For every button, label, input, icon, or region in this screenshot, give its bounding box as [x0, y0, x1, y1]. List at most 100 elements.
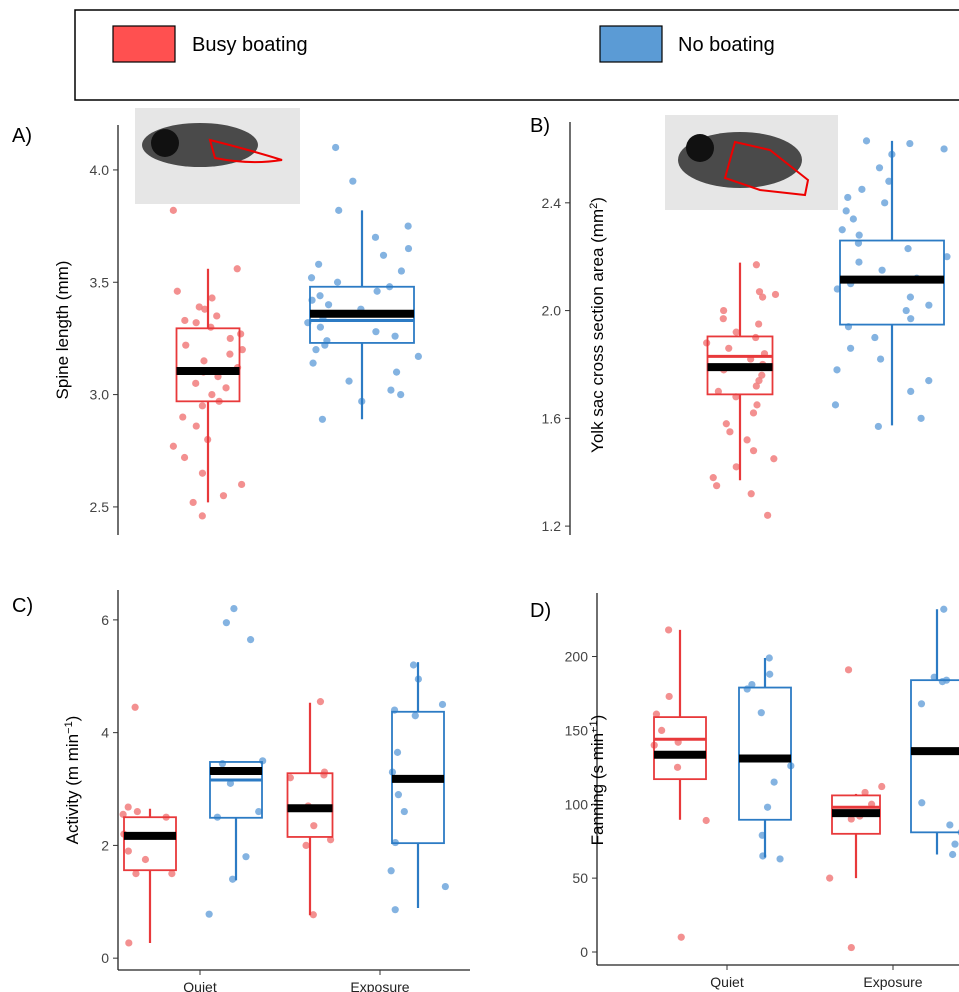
y-axis-label-part: ) — [588, 715, 607, 721]
data-point — [771, 290, 780, 299]
y-tick-label: 200 — [565, 649, 589, 665]
data-point — [169, 206, 177, 214]
y-axis-label: Activity (m min−1) — [63, 716, 82, 845]
data-point — [387, 867, 395, 875]
y-tick-label: 0 — [580, 944, 588, 960]
data-point — [878, 782, 886, 791]
legend-label: Busy boating — [192, 34, 308, 56]
data-point — [847, 943, 855, 952]
data-point — [949, 850, 957, 859]
data-point — [878, 266, 886, 274]
data-point — [379, 251, 388, 259]
data-point — [765, 654, 773, 662]
data-point — [747, 490, 755, 498]
y-axis-label: Yolk sac cross section area (mm2) — [588, 197, 607, 453]
data-point — [677, 933, 685, 941]
data-point — [862, 137, 871, 145]
fish-image-b — [665, 115, 838, 210]
data-point — [213, 312, 221, 320]
data-point — [743, 685, 751, 693]
data-point — [438, 700, 447, 709]
data-point — [940, 605, 948, 613]
data-point — [763, 803, 772, 811]
data-point — [725, 344, 733, 352]
data-point — [333, 278, 342, 286]
data-point — [441, 882, 449, 891]
data-point — [904, 245, 912, 253]
y-axis-label: Fanning (s min−1) — [588, 715, 607, 846]
data-point — [871, 333, 879, 342]
data-point — [826, 874, 834, 882]
fish-image-a — [135, 108, 300, 204]
box — [209, 761, 263, 819]
data-point — [918, 799, 926, 807]
data-point — [838, 226, 846, 234]
data-point — [119, 810, 127, 818]
data-point — [392, 368, 401, 376]
y-tick-label: 0 — [101, 950, 109, 966]
data-point — [226, 334, 234, 343]
data-point — [665, 692, 673, 701]
y-tick-label: 3.5 — [90, 274, 110, 290]
data-point — [124, 847, 132, 855]
data-point — [222, 384, 230, 392]
data-point — [238, 346, 246, 354]
data-point — [874, 422, 882, 431]
data-point — [316, 323, 324, 331]
data-point — [946, 821, 954, 829]
data-point — [349, 177, 357, 185]
y-tick-label: 2.4 — [542, 195, 562, 211]
data-point — [219, 492, 228, 500]
data-point — [132, 869, 140, 878]
data-point — [124, 803, 132, 811]
y-tick-label: 4 — [101, 725, 109, 741]
data-point — [861, 788, 869, 797]
data-point — [404, 222, 412, 230]
data-point — [316, 292, 324, 300]
data-point — [766, 670, 774, 678]
y-axis-label-part: 2 — [588, 203, 600, 209]
data-point — [831, 401, 840, 409]
data-point — [229, 875, 237, 883]
data-point — [169, 442, 177, 450]
data-point — [192, 319, 200, 327]
data-point — [371, 233, 380, 241]
y-axis-label-part: Fanning (s min — [588, 733, 607, 845]
data-point — [332, 143, 340, 152]
box — [738, 686, 792, 821]
data-point — [847, 815, 855, 823]
data-point — [925, 301, 933, 309]
data-point — [335, 206, 343, 214]
data-point — [776, 855, 784, 863]
data-point — [758, 371, 766, 379]
data-point — [309, 359, 317, 367]
data-point — [307, 274, 316, 282]
data-point — [764, 511, 772, 519]
y-tick-label: 150 — [565, 722, 589, 738]
data-point — [665, 626, 673, 634]
panel-label: A) — [12, 125, 32, 147]
data-point — [372, 328, 380, 336]
data-point — [906, 139, 914, 148]
data-point — [397, 267, 406, 275]
data-point — [125, 939, 133, 947]
data-point — [755, 377, 763, 385]
legend-box — [74, 9, 959, 101]
data-point — [222, 619, 230, 627]
data-point — [858, 185, 866, 193]
data-point — [652, 710, 661, 718]
data-point — [411, 712, 419, 720]
y-axis-label-part: −1 — [588, 720, 600, 733]
y-axis-label: Spine length (mm) — [53, 261, 72, 400]
box — [175, 327, 241, 403]
data-point — [141, 855, 150, 864]
y-tick-label: 50 — [572, 870, 588, 886]
data-point — [373, 287, 381, 295]
data-point — [885, 177, 893, 185]
data-point — [315, 260, 323, 268]
panel-label: D) — [530, 600, 551, 622]
data-point — [752, 261, 760, 269]
data-point — [179, 413, 187, 421]
data-point — [208, 390, 216, 399]
